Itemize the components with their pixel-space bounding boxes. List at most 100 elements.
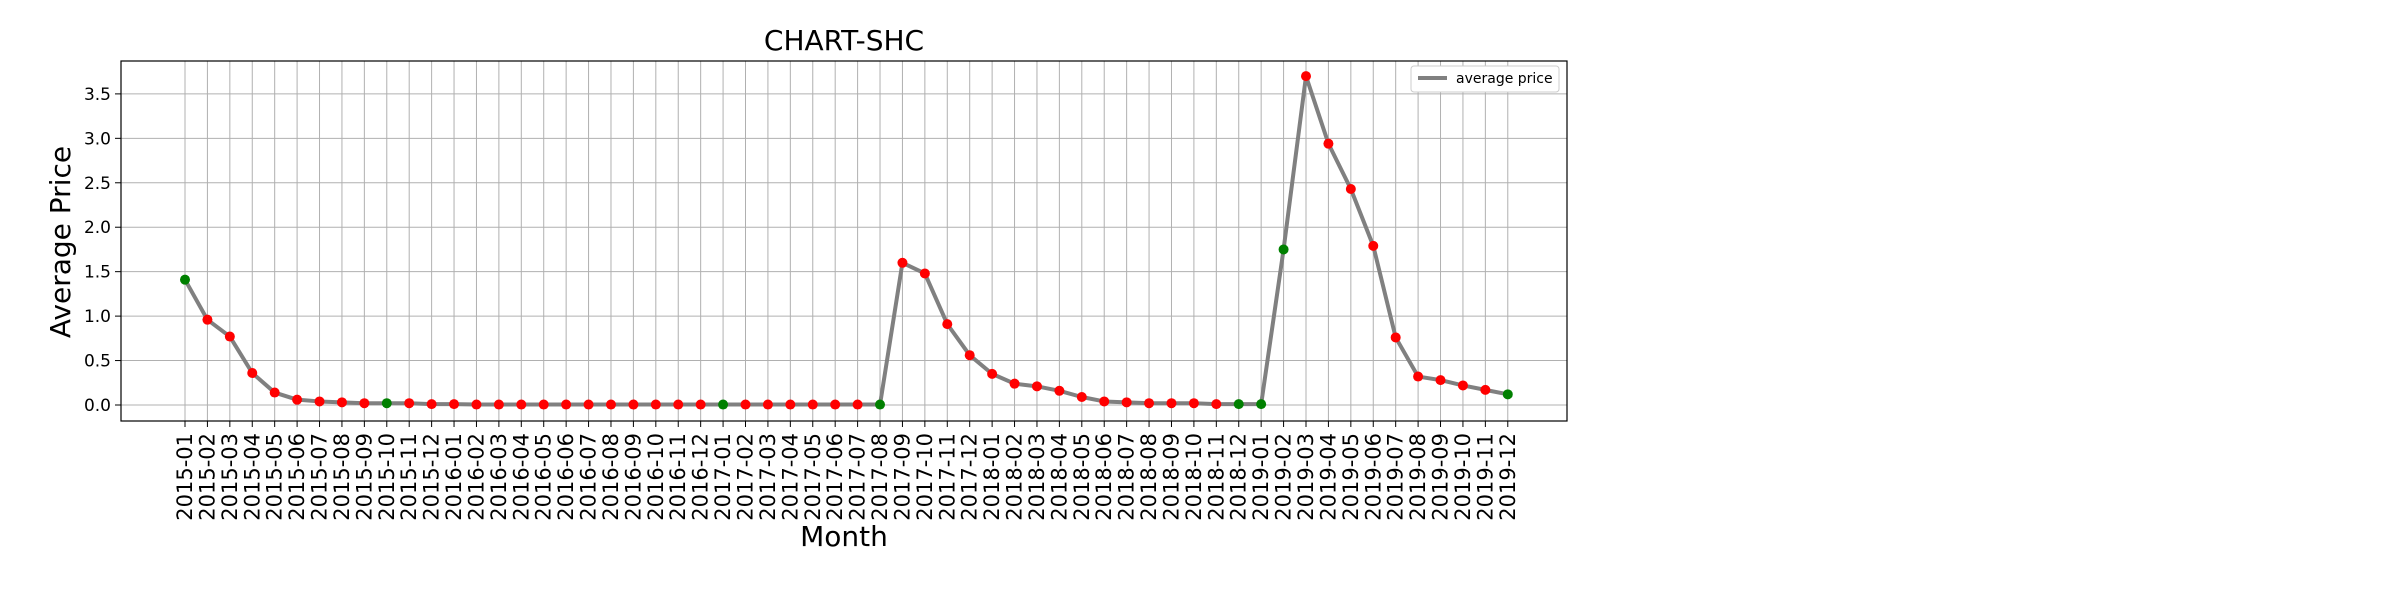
x-axis-ticks: 2015-012015-022015-032015-042015-052015-…: [173, 421, 1520, 521]
data-point: [875, 399, 886, 410]
data-point: [830, 399, 841, 410]
grid-lines: [121, 61, 1567, 421]
data-point: [314, 396, 325, 407]
data-point: [1099, 396, 1110, 407]
data-point: [426, 399, 437, 410]
data-point: [650, 399, 661, 410]
data-point: [964, 350, 975, 361]
x-tick-label: 2017-02: [734, 433, 758, 521]
x-tick-label: 2018-05: [1070, 433, 1094, 521]
data-point: [1233, 399, 1244, 410]
data-point: [404, 398, 415, 409]
data-point: [852, 399, 863, 410]
x-tick-label: 2016-12: [689, 433, 713, 521]
data-point: [1121, 397, 1132, 408]
x-tick-label: 2016-05: [532, 433, 556, 521]
x-tick-label: 2015-06: [285, 433, 309, 521]
data-point: [449, 399, 460, 410]
x-tick-label: 2016-08: [599, 433, 623, 521]
data-point: [538, 399, 549, 410]
data-point: [1435, 375, 1446, 386]
x-tick-label: 2017-06: [823, 433, 847, 521]
x-tick-label: 2016-09: [621, 433, 645, 521]
x-tick-label: 2017-12: [958, 433, 982, 521]
data-point: [1301, 71, 1311, 82]
x-tick-label: 2016-11: [666, 433, 690, 521]
data-point: [628, 399, 639, 410]
legend: average price: [1410, 65, 1560, 93]
data-point: [605, 399, 616, 410]
x-tick-label: 2018-03: [1025, 433, 1049, 521]
x-tick-label: 2016-07: [577, 433, 601, 521]
x-tick-label: 2018-01: [980, 433, 1004, 521]
x-tick-label: 2016-04: [509, 433, 533, 521]
x-tick-label: 2019-06: [1361, 433, 1385, 521]
x-tick-label: 2017-03: [756, 433, 780, 521]
y-tick-label: 0.0: [84, 396, 111, 416]
data-point: [762, 399, 773, 410]
y-axis-label: Average Price: [44, 146, 77, 338]
y-tick-label: 2.0: [84, 218, 111, 238]
data-point: [202, 314, 213, 325]
x-tick-label: 2019-11: [1473, 433, 1497, 521]
data-point: [1009, 378, 1020, 389]
data-point: [471, 399, 482, 410]
data-point: [1457, 380, 1468, 391]
legend-label: average price: [1456, 71, 1553, 87]
plot-area-frame: [120, 60, 1568, 422]
x-tick-label: 2015-10: [375, 433, 399, 521]
y-axis-ticks: 0.0 0.5 1.0 1.5 2.0 2.5 3.0 3.5: [84, 85, 121, 416]
y-tick-label: 1.0: [84, 307, 111, 327]
data-point: [359, 398, 370, 409]
y-tick-label: 3.0: [84, 129, 111, 149]
x-tick-label: 2019-02: [1272, 433, 1296, 521]
x-tick-label: 2017-01: [711, 433, 735, 521]
x-tick-label: 2015-05: [263, 433, 287, 521]
x-tick-label: 2018-12: [1227, 433, 1251, 521]
data-point: [269, 387, 280, 398]
data-point: [247, 368, 258, 378]
data-point: [224, 331, 235, 342]
x-tick-label: 2015-12: [420, 433, 444, 521]
x-tick-label: 2019-09: [1429, 433, 1453, 521]
x-tick-label: 2016-06: [554, 433, 578, 521]
x-tick-label: 2017-08: [868, 433, 892, 521]
data-point: [807, 399, 818, 410]
x-tick-label: 2019-10: [1451, 433, 1475, 521]
x-tick-label: 2015-08: [330, 433, 354, 521]
x-tick-label: 2018-06: [1092, 433, 1116, 521]
x-tick-label: 2017-11: [935, 433, 959, 521]
x-tick-label: 2016-10: [644, 433, 668, 521]
data-point: [516, 399, 527, 410]
x-tick-label: 2016-02: [464, 433, 488, 521]
data-point: [1345, 184, 1356, 194]
x-tick-label: 2017-07: [846, 433, 870, 521]
data-point: [1480, 384, 1491, 395]
data-point: [381, 398, 392, 409]
data-point: [180, 274, 190, 285]
x-tick-label: 2019-12: [1496, 433, 1520, 521]
x-tick-label: 2016-01: [442, 433, 466, 521]
data-point: [583, 399, 594, 410]
chart-title: CHART-SHC: [764, 24, 924, 57]
data-point: [1323, 138, 1334, 149]
data-point: [1076, 392, 1087, 402]
data-point: [718, 399, 729, 410]
x-axis-label: Month: [800, 520, 888, 553]
x-tick-label: 2015-03: [218, 433, 242, 521]
x-tick-label: 2018-08: [1137, 433, 1161, 521]
x-tick-label: 2017-04: [778, 433, 802, 521]
x-tick-label: 2018-04: [1047, 433, 1071, 521]
data-point: [336, 397, 347, 408]
data-point: [1144, 398, 1155, 409]
x-tick-label: 2018-11: [1204, 433, 1228, 521]
y-tick-label: 2.5: [84, 174, 111, 194]
data-point-layer: [180, 71, 1513, 410]
x-tick-label: 2018-09: [1159, 433, 1183, 521]
data-point: [1413, 371, 1424, 382]
x-tick-label: 2017-10: [913, 433, 937, 521]
data-point: [673, 399, 684, 410]
data-point: [1054, 385, 1065, 396]
